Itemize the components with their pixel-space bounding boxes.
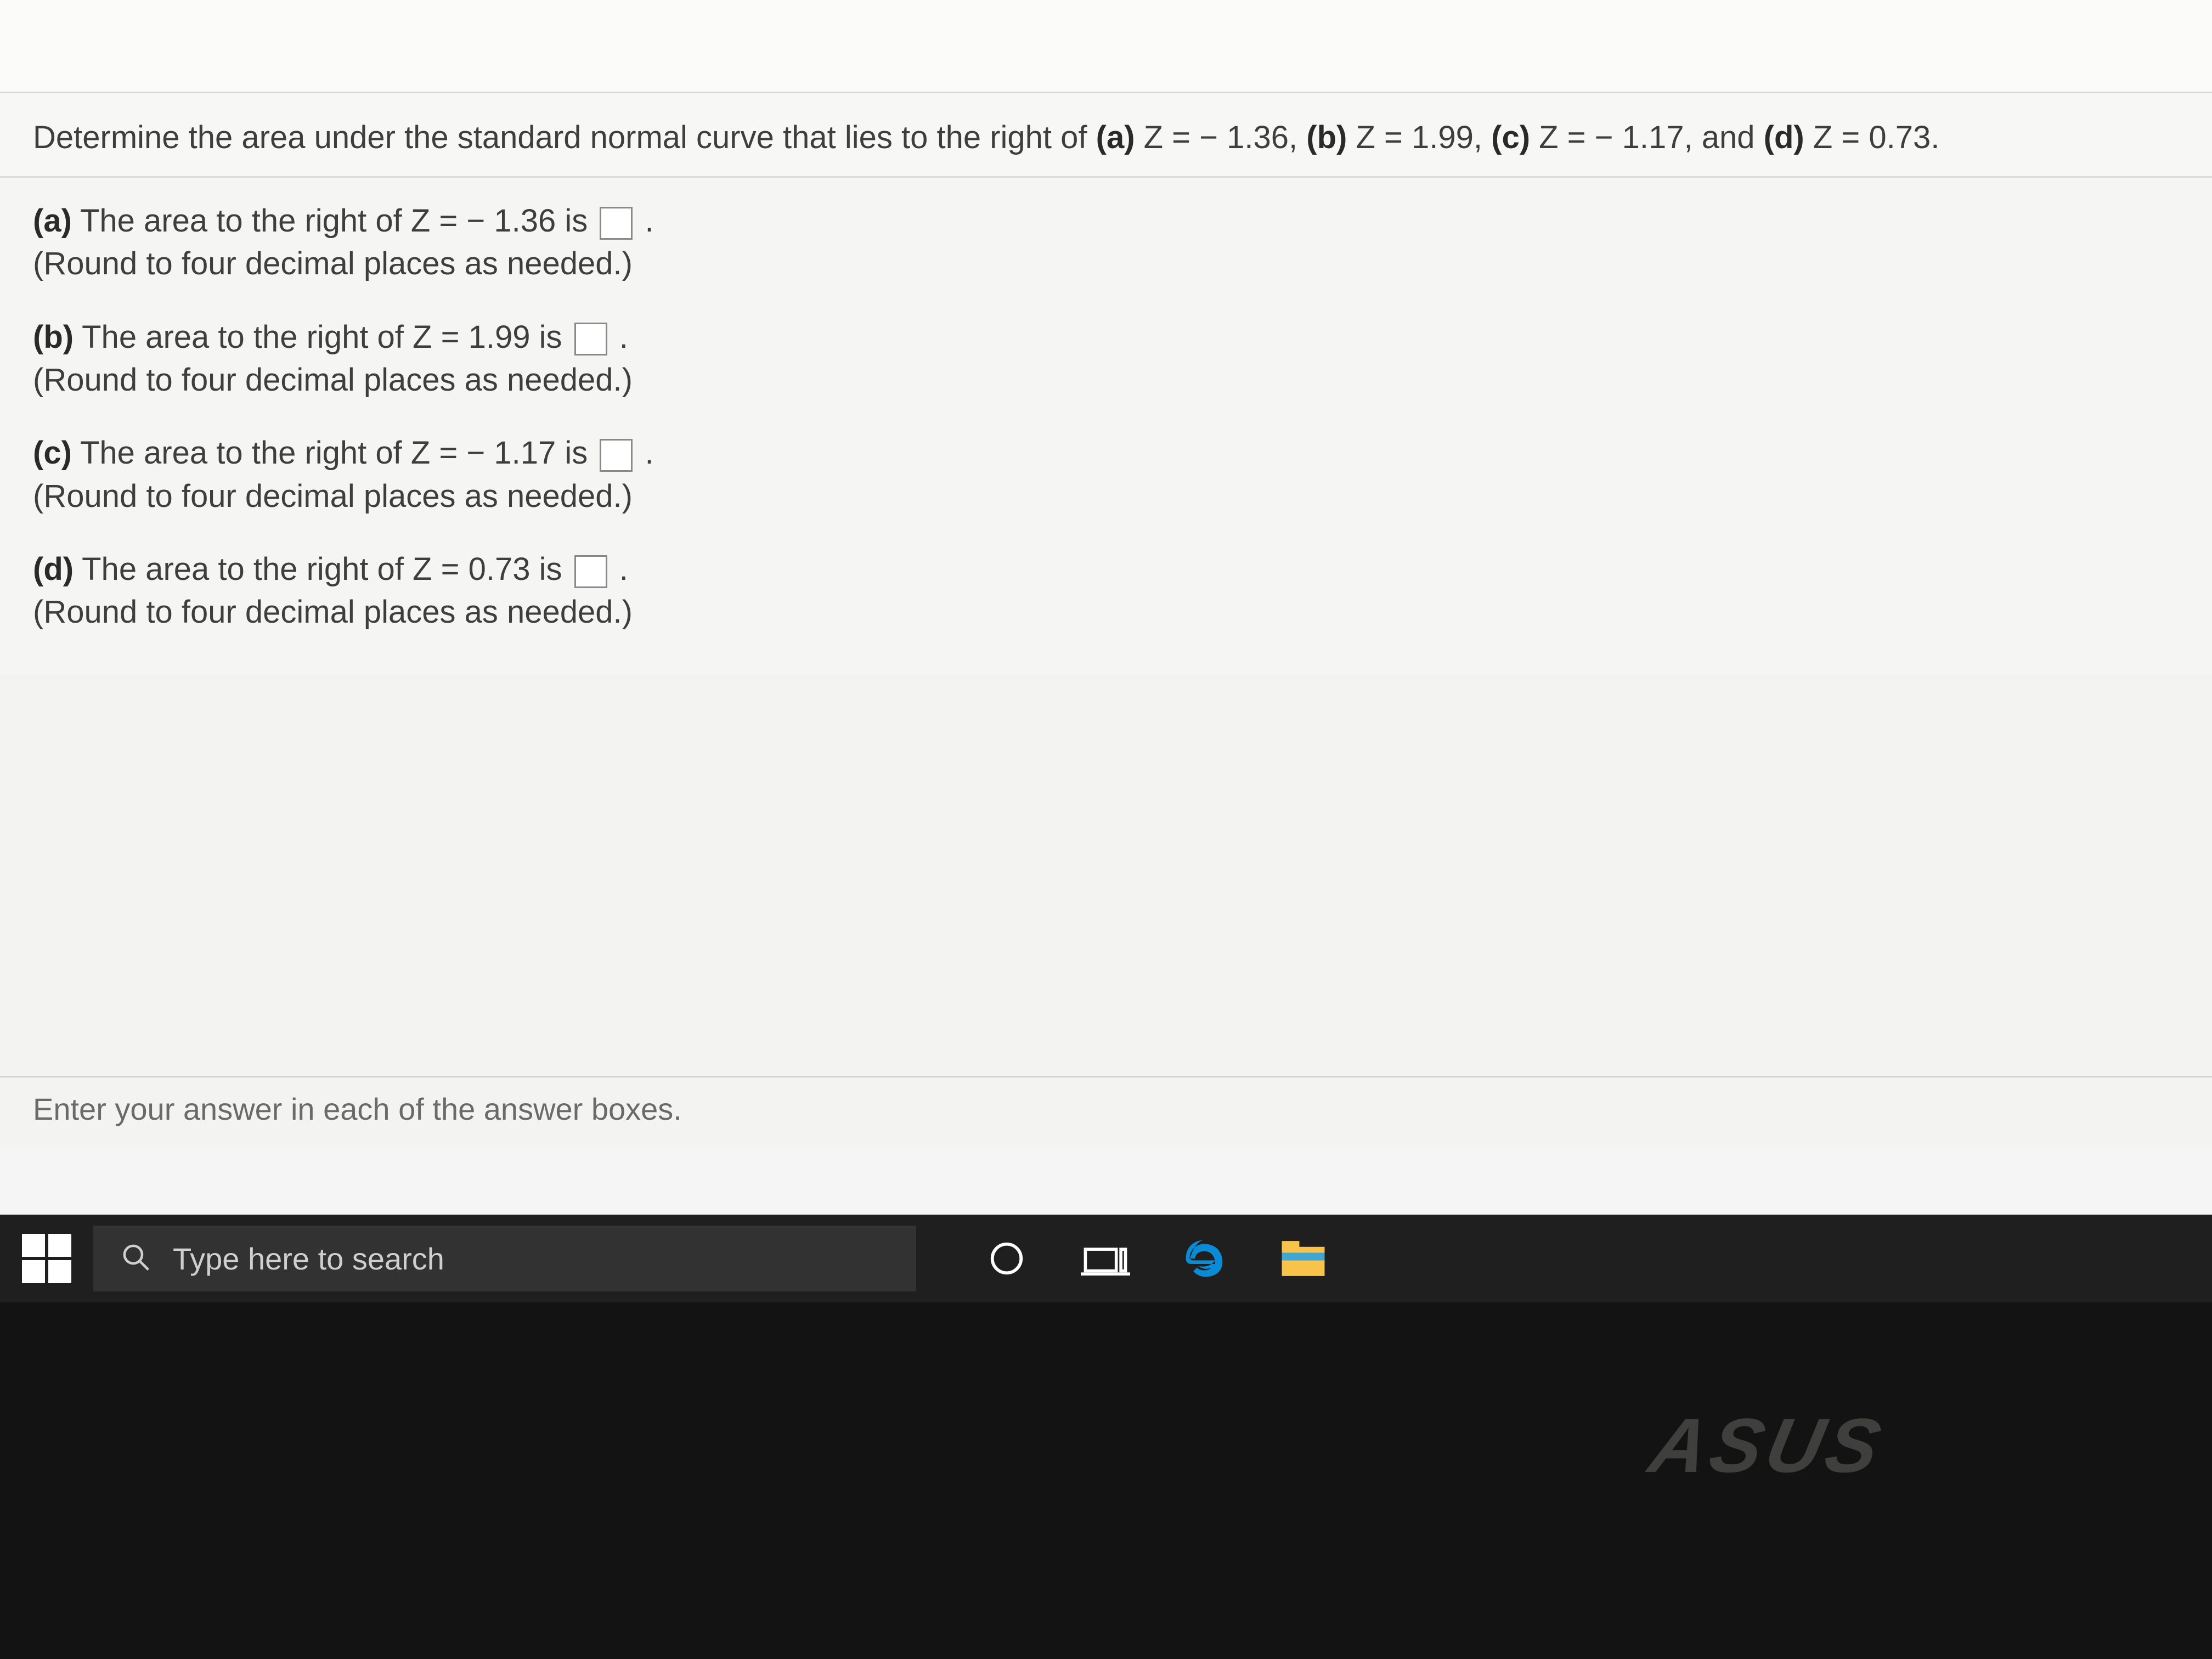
answer-input-b[interactable] bbox=[574, 323, 607, 356]
search-icon bbox=[121, 1242, 151, 1275]
part-c: (c) The area to the right of Z = − 1.17 … bbox=[33, 432, 2179, 518]
part-a-hint: (Round to four decimal places as needed.… bbox=[33, 246, 633, 281]
part-c-expr: Z = − 1.17, and bbox=[1539, 120, 1764, 155]
edge-browser-icon[interactable] bbox=[1180, 1234, 1229, 1283]
part-a-expr: Z = − 1.36, bbox=[1144, 120, 1307, 155]
part-b-hint: (Round to four decimal places as needed.… bbox=[33, 362, 633, 398]
part-c-hint: (Round to four decimal places as needed.… bbox=[33, 478, 633, 514]
browser-content: Determine the area under the standard no… bbox=[0, 0, 2212, 1215]
part-c-label: (c) bbox=[1491, 120, 1530, 155]
content-filler bbox=[0, 675, 2212, 1076]
taskbar-search[interactable]: Type here to search bbox=[93, 1226, 916, 1291]
top-spacer bbox=[0, 0, 2212, 93]
windows-taskbar[interactable]: Type here to search bbox=[0, 1215, 2212, 1302]
part-a-label: (a) bbox=[1096, 120, 1135, 155]
answer-input-a[interactable] bbox=[600, 207, 633, 240]
part-b-bold: (b) bbox=[33, 319, 74, 355]
part-d-expr: Z = 0.73. bbox=[1813, 120, 1940, 155]
search-placeholder: Type here to search bbox=[173, 1241, 444, 1277]
answer-input-c[interactable] bbox=[600, 439, 633, 472]
bottom-spacer bbox=[0, 1149, 2212, 1215]
taskbar-icons bbox=[982, 1234, 1328, 1283]
answer-parts: (a) The area to the right of Z = − 1.36 … bbox=[0, 178, 2212, 675]
part-d-hint: (Round to four decimal places as needed.… bbox=[33, 594, 633, 630]
part-b: (b) The area to the right of Z = 1.99 is… bbox=[33, 316, 2179, 402]
cortana-icon[interactable] bbox=[982, 1234, 1031, 1283]
answer-input-d[interactable] bbox=[574, 555, 607, 588]
file-explorer-icon[interactable] bbox=[1278, 1234, 1328, 1283]
part-b-text: The area to the right of Z = 1.99 is bbox=[74, 319, 571, 355]
question-prompt: Determine the area under the standard no… bbox=[0, 93, 2212, 178]
brand-logo: ASUS bbox=[1643, 1401, 1892, 1490]
start-button[interactable] bbox=[22, 1234, 71, 1283]
part-d-text: The area to the right of Z = 0.73 is bbox=[74, 551, 571, 587]
task-view-icon[interactable] bbox=[1081, 1234, 1130, 1283]
part-c-text: The area to the right of Z = − 1.17 is bbox=[72, 435, 597, 471]
part-b-label: (b) bbox=[1306, 120, 1347, 155]
laptop-bezel: ASUS bbox=[0, 1302, 2212, 1659]
part-a-text: The area to the right of Z = − 1.36 is bbox=[72, 203, 597, 239]
instruction-text: Enter your answer in each of the answer … bbox=[0, 1076, 2212, 1149]
part-c-bold: (c) bbox=[33, 435, 72, 471]
prompt-text: Determine the area under the standard no… bbox=[33, 120, 1096, 155]
part-a-bold: (a) bbox=[33, 203, 72, 239]
part-a: (a) The area to the right of Z = − 1.36 … bbox=[33, 200, 2179, 286]
part-b-expr: Z = 1.99, bbox=[1356, 120, 1491, 155]
part-d: (d) The area to the right of Z = 0.73 is… bbox=[33, 548, 2179, 634]
part-d-label: (d) bbox=[1764, 120, 1804, 155]
part-d-bold: (d) bbox=[33, 551, 74, 587]
